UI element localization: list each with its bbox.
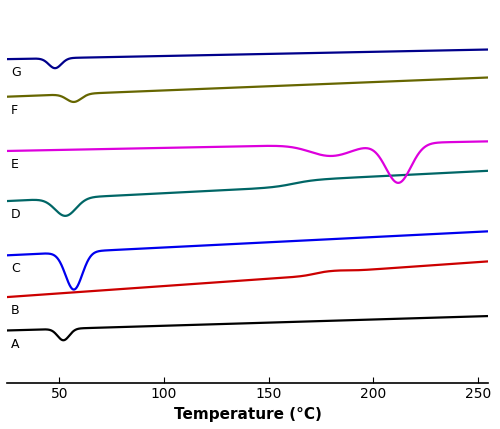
- Text: D: D: [11, 208, 21, 221]
- Text: G: G: [11, 66, 21, 79]
- Text: F: F: [11, 104, 18, 117]
- Text: E: E: [11, 158, 19, 171]
- X-axis label: Temperature (°C): Temperature (°C): [174, 407, 322, 422]
- Text: B: B: [11, 304, 20, 317]
- Text: C: C: [11, 263, 20, 275]
- Text: A: A: [11, 338, 20, 350]
